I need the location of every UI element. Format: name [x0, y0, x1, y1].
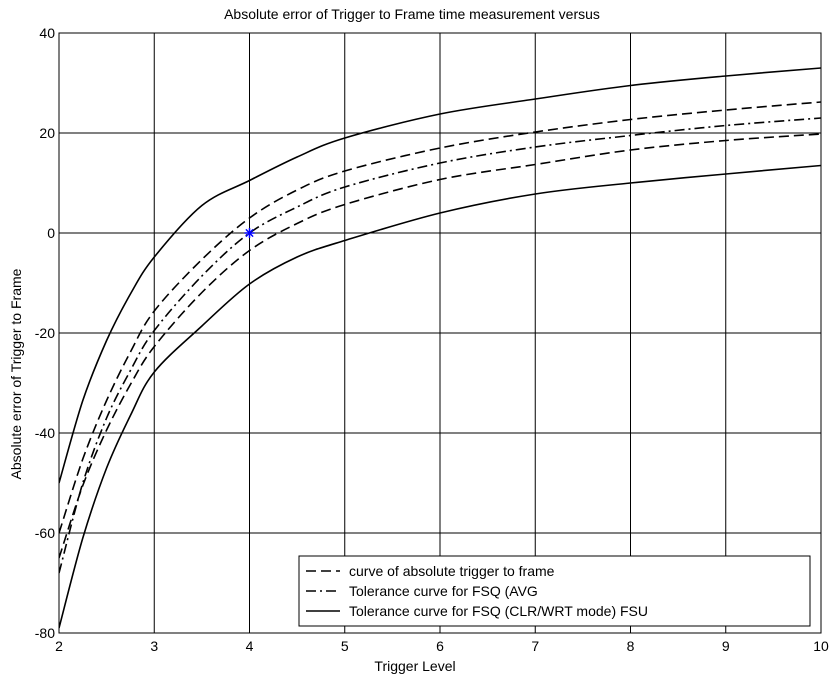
- y-tick-label: 40: [39, 25, 55, 41]
- series-line-solid-3: [59, 67, 821, 484]
- star-marker: [244, 228, 255, 238]
- legend: curve of absolute trigger to frame Tolera…: [298, 555, 811, 627]
- legend-label: Tolerance curve for FSQ (CLR/WRT mode) F…: [349, 603, 648, 619]
- legend-box: [298, 555, 811, 627]
- plot-frame: [58, 32, 822, 634]
- x-tick-label: 5: [341, 638, 349, 654]
- series-line-dashed-0: [59, 101, 821, 534]
- series-group: [59, 67, 821, 629]
- y-tick-label: -80: [35, 625, 55, 641]
- y-tick-label: 20: [39, 125, 55, 141]
- x-axis-ticks: 2 3 4 5 6 7 8 9 10: [55, 638, 829, 654]
- x-tick-label: 8: [627, 638, 635, 654]
- x-tick-label: 4: [246, 638, 254, 654]
- legend-label: curve of absolute trigger to frame: [349, 563, 555, 579]
- x-axis-label: Trigger Level: [374, 658, 455, 674]
- x-tick-label: 2: [55, 638, 63, 654]
- x-tick-label: 7: [531, 638, 539, 654]
- legend-label: Tolerance curve for FSQ (AVG: [349, 583, 538, 599]
- x-tick-label: 9: [722, 638, 730, 654]
- marker-group: [244, 228, 255, 238]
- y-axis-ticks: -80 -60 -40 -20 0 20 40: [35, 25, 55, 641]
- chart-title: Absolute error of Trigger to Frame time …: [224, 6, 600, 22]
- y-tick-label: -20: [35, 325, 55, 341]
- y-tick-label: -60: [35, 525, 55, 541]
- series-line-solid-4: [59, 164, 821, 629]
- series-line-dashdot-2: [59, 117, 821, 574]
- y-tick-label: -40: [35, 425, 55, 441]
- y-axis-label: Absolute error of Trigger to Frame: [8, 268, 24, 479]
- x-tick-label: 3: [150, 638, 158, 654]
- series-line-dashed-1: [59, 133, 821, 559]
- x-tick-label: 10: [813, 638, 829, 654]
- y-tick-label: 0: [47, 225, 55, 241]
- x-tick-label: 6: [436, 638, 444, 654]
